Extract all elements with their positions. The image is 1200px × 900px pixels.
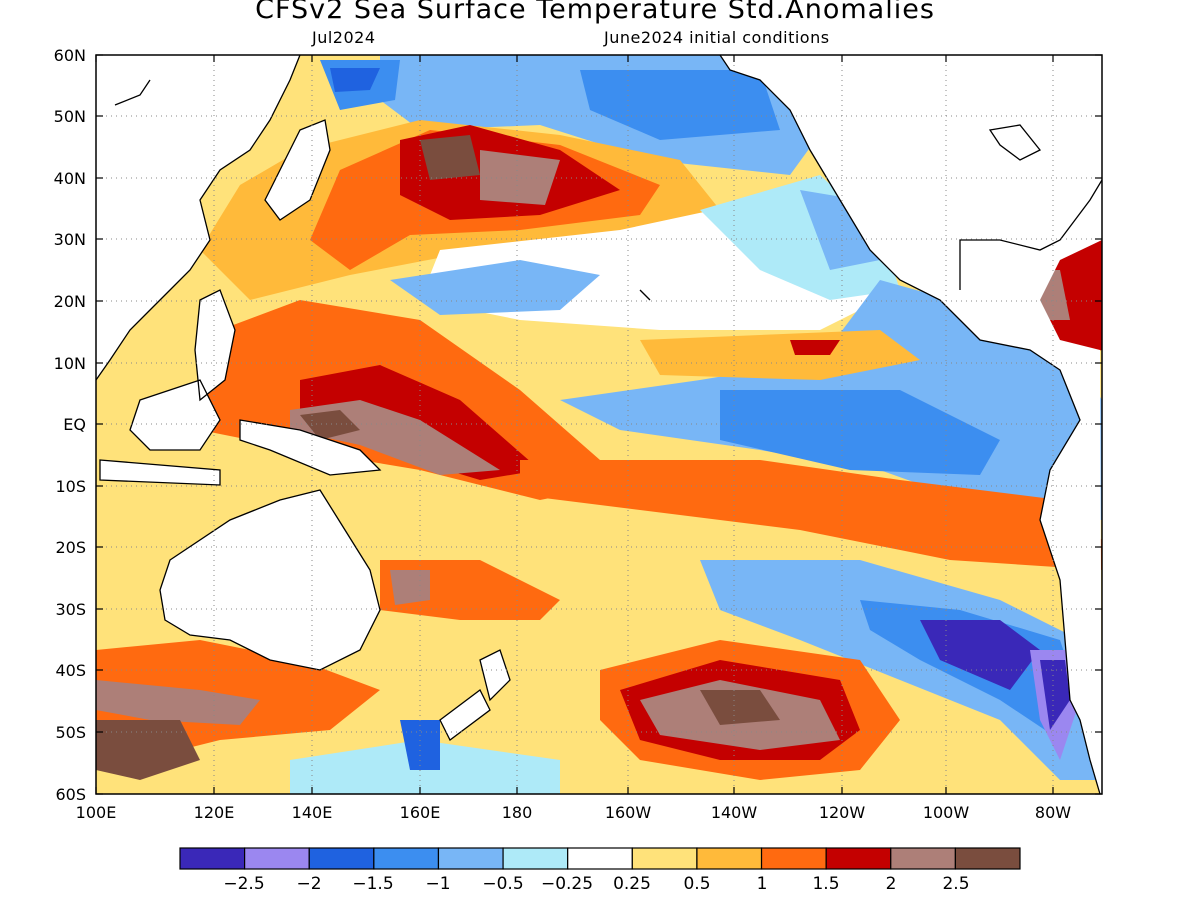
lat-tick-label: 60S (55, 785, 86, 804)
colorbar-label: −1.5 (352, 874, 394, 894)
map-title: CFSv2 Sea Surface Temperature Std.Anomal… (255, 0, 935, 25)
colorbar-swatch (244, 847, 310, 870)
lat-tick-label: 40S (55, 661, 86, 680)
colorbar-swatch (825, 847, 892, 870)
lat-tick-label: 50S (55, 723, 86, 742)
anomaly-field (96, 55, 1102, 794)
lat-tick-label: 50N (54, 107, 86, 126)
colorbar-swatch (502, 847, 569, 870)
lon-tick-label: 180 (502, 803, 533, 822)
lon-tick-label: 120W (819, 803, 866, 822)
colorbar-swatch (308, 847, 375, 870)
lat-tick-label: 10N (54, 354, 86, 373)
colorbar-label: −1 (425, 874, 451, 894)
lon-tick-label: 140E (292, 803, 333, 822)
colorbar-swatch (890, 847, 956, 870)
colorbar (179, 847, 1021, 870)
colorbar-swatch (179, 847, 246, 870)
valid-month-label: Jul2024 (312, 28, 376, 47)
colorbar-label: 2.5 (942, 874, 970, 894)
land-masses (96, 55, 1102, 794)
colorbar-label: −0.5 (482, 874, 524, 894)
colorbar-label: 0.25 (613, 874, 651, 894)
colorbar-label: −2.5 (223, 874, 265, 894)
lat-axis: 60N 50N 40N 30N 20N 10N EQ 10S 20S 30S 4… (54, 46, 86, 804)
coastlines (96, 55, 1102, 794)
lat-tick-label: 20N (54, 292, 86, 311)
lon-tick-label: 120E (194, 803, 235, 822)
lat-tick-label: 20S (55, 538, 86, 557)
colorbar-label: −2 (296, 874, 322, 894)
colorbar-swatch (954, 847, 1021, 870)
lon-tick-label: 100W (923, 803, 970, 822)
lon-axis: 100E 120E 140E 160E 180 160W 140W 120W 1… (76, 803, 1072, 822)
lon-tick-label: 80W (1035, 803, 1071, 822)
lat-tick-label: 10S (55, 477, 86, 496)
colorbar-label: 1.5 (812, 874, 840, 894)
colorbar-label: −0.25 (540, 874, 594, 894)
lat-tick-label: EQ (63, 415, 86, 434)
lon-tick-label: 160E (400, 803, 441, 822)
colorbar-label: 2 (885, 874, 897, 894)
lat-tick-label: 60N (54, 46, 86, 65)
lon-tick-label: 160W (605, 803, 652, 822)
lon-tick-label: 100E (76, 803, 117, 822)
lat-tick-label: 30N (54, 230, 86, 249)
colorbar-swatch (631, 847, 698, 870)
colorbar-swatch (437, 847, 504, 870)
lat-tick-label: 30S (55, 600, 86, 619)
colorbar-label: 1 (756, 874, 768, 894)
colorbar-swatch (696, 847, 763, 870)
graticule (96, 55, 1102, 794)
colorbar-label: 0.5 (683, 874, 711, 894)
lat-tick-label: 40N (54, 169, 86, 188)
colorbar-swatch (760, 847, 827, 870)
colorbar-swatch (567, 847, 633, 870)
colorbar-swatch (373, 847, 440, 870)
lon-tick-label: 140W (711, 803, 758, 822)
initial-conditions-label: June2024 initial conditions (604, 28, 830, 47)
